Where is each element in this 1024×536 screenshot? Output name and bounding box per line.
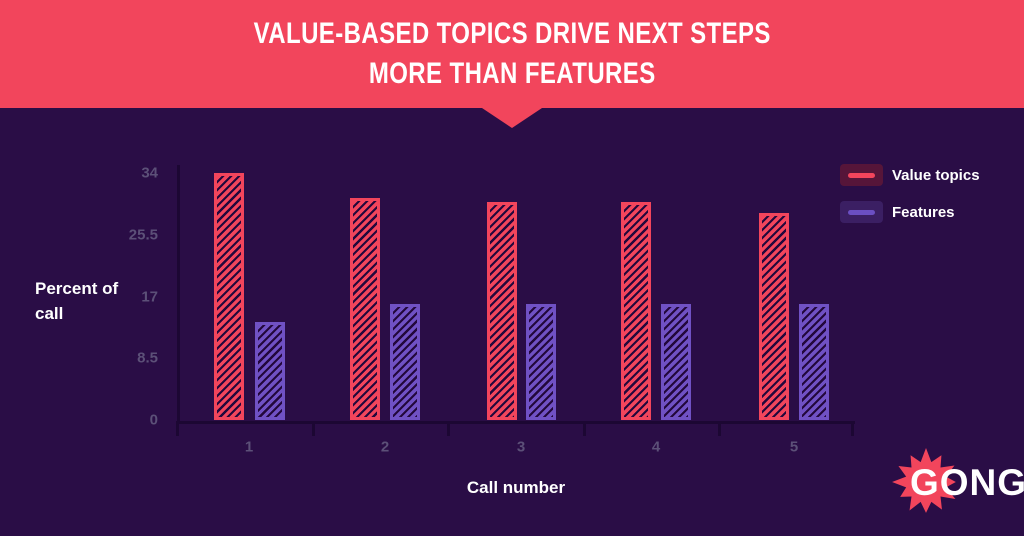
y-axis-title: Percent of call (35, 279, 119, 323)
gong-logo-text: GONG (910, 462, 1024, 503)
legend-label-features: Features (892, 203, 955, 221)
x-axis-tick (447, 421, 450, 436)
x-axis-tick-label: 4 (651, 438, 661, 456)
legend-item-features: Features (840, 201, 980, 223)
bar-features-call-1 (255, 321, 285, 420)
gong-logo: GONG (891, 446, 1024, 520)
x-axis-tick-label: 2 (380, 438, 390, 456)
y-axis-tick-label: 0 (149, 411, 158, 429)
features-swatch-line-icon (848, 209, 875, 215)
chart-legend: Value topics Features (840, 164, 980, 238)
y-axis-tick-label: 25.5 (128, 226, 158, 244)
bar-features-call-5 (799, 303, 829, 420)
y-axis-line (177, 165, 180, 422)
x-axis-tick-label: 5 (789, 438, 799, 456)
banner-title-line2: MORE THAN FEATURES (368, 57, 656, 90)
bar-features-call-4 (661, 303, 691, 420)
bar-value-topics-call-3 (486, 202, 517, 420)
x-axis-tick (176, 421, 179, 436)
x-axis-tick (311, 421, 315, 436)
bar-value-topics-call-4 (621, 202, 651, 420)
x-axis-title: Call number (466, 478, 566, 497)
gong-starburst-icon (892, 448, 956, 513)
bar-value-topics-call-5 (759, 212, 789, 420)
bar-features-call-3 (526, 303, 556, 420)
x-axis-tick (850, 421, 854, 436)
value-topics-swatch-icon (840, 164, 883, 186)
y-axis-tick-label: 17 (141, 288, 158, 305)
x-axis-tick-label: 3 (516, 438, 526, 456)
features-swatch-icon (840, 201, 883, 223)
bar-value-topics-call-1 (214, 173, 244, 420)
legend-item-value-topics: Value topics (840, 164, 980, 186)
x-axis-tick-label: 1 (244, 438, 254, 456)
banner-title-line1: VALUE-BASED TOPICS DRIVE NEXT STEPS (253, 17, 771, 50)
banner-notch (482, 108, 542, 128)
banner: VALUE-BASED TOPICS DRIVE NEXT STEPS MORE… (0, 0, 1024, 108)
x-axis-tick (718, 421, 721, 436)
value-topics-swatch-line-icon (848, 172, 875, 178)
y-axis-tick-label: 8.5 (137, 349, 158, 367)
x-axis-tick (582, 421, 586, 436)
bar-features-call-2 (389, 303, 420, 420)
bar-value-topics-call-2 (350, 198, 380, 420)
x-axis-line (177, 421, 855, 424)
y-axis-tick-label: 34 (141, 164, 158, 182)
legend-label-value-topics: Value topics (892, 166, 980, 184)
